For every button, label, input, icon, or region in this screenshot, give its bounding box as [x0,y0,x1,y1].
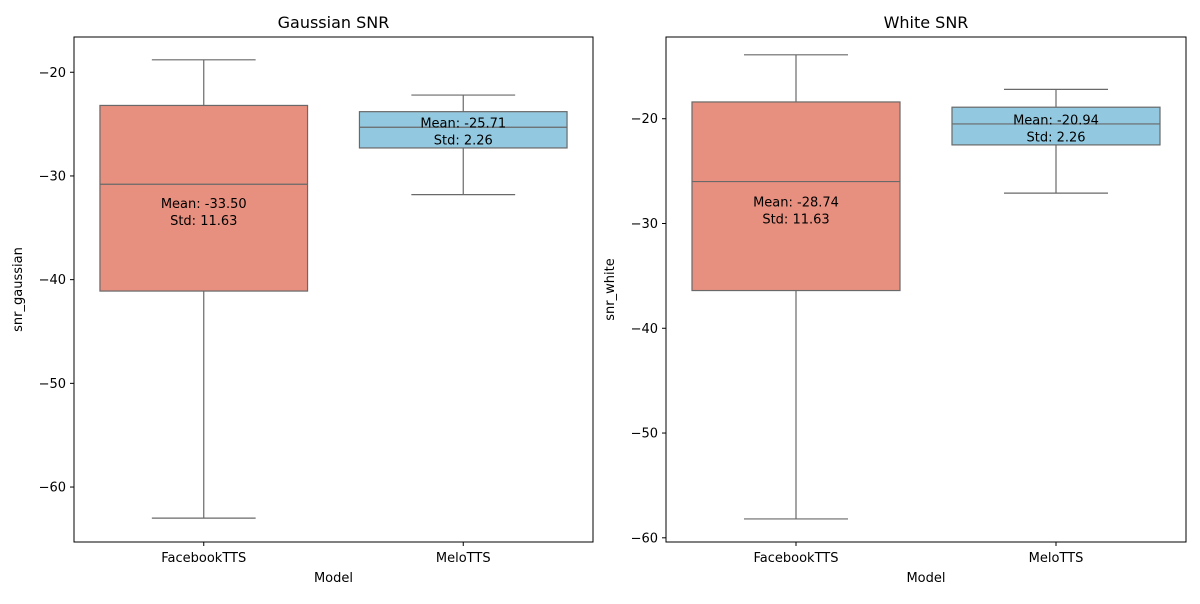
plot-frame [665,36,1187,543]
x-axis-label: Model [314,571,353,586]
box-body [951,106,1161,146]
box-body [691,101,901,292]
y-tick-label: −40 [39,273,66,288]
annotation: Mean: -28.74 Std: 11.63 [753,195,839,227]
y-tick-label: −30 [631,217,658,232]
annotation-std: Std: 11.63 [170,214,237,229]
y-tick-label: −20 [39,66,66,81]
box-body [99,104,309,292]
chart-panel-1: Mean: -28.74 Std: 11.63 Mean: -20.94 Std: 2… [603,13,1187,586]
x-axis-label: Model [906,571,945,586]
y-tick-label: −20 [631,112,658,127]
annotation: Mean: -33.50 Std: 11.63 [161,197,247,229]
chart-title: White SNR [884,13,969,32]
annotation-std: Std: 11.63 [762,212,829,227]
y-axis-label: snr_white [603,258,618,320]
chart-title: Gaussian SNR [278,13,390,32]
annotation-std: Std: 2.26 [1026,131,1085,146]
y-tick-label: −50 [39,377,66,392]
box-melotts: Mean: -25.71 Std: 2.26 [358,94,568,196]
y-tick-label: −60 [39,481,66,496]
y-tick-label: −30 [39,169,66,184]
plot-frame [73,36,594,543]
annotation-mean: Mean: -25.71 [420,116,506,131]
annotation-mean: Mean: -28.74 [753,195,839,210]
x-tick-label: MeloTTS [436,551,491,566]
annotation: Mean: -20.94 Std: 2.26 [1013,114,1099,146]
annotation-mean: Mean: -33.50 [161,197,247,212]
x-tick-label: FacebookTTS [754,551,839,566]
y-tick-label: −40 [631,322,658,337]
y-tick-label: −60 [631,531,658,546]
x-tick-label: MeloTTS [1029,551,1084,566]
box-facebooktts: Mean: -33.50 Std: 11.63 [99,59,309,519]
box-body [358,111,568,149]
annotation-mean: Mean: -20.94 [1013,114,1099,129]
x-tick-label: FacebookTTS [161,551,246,566]
annotation-std: Std: 2.26 [434,133,493,148]
y-axis-label: snr_gaussian [11,247,26,332]
box-melotts: Mean: -20.94 Std: 2.26 [951,88,1161,194]
annotation: Mean: -25.71 Std: 2.26 [420,116,506,148]
box-facebooktts: Mean: -28.74 Std: 11.63 [691,54,901,520]
y-tick-label: −50 [631,427,658,442]
chart-panel-0: Mean: -33.50 Std: 11.63 Mean: -25.71 Std: 2… [11,13,594,586]
